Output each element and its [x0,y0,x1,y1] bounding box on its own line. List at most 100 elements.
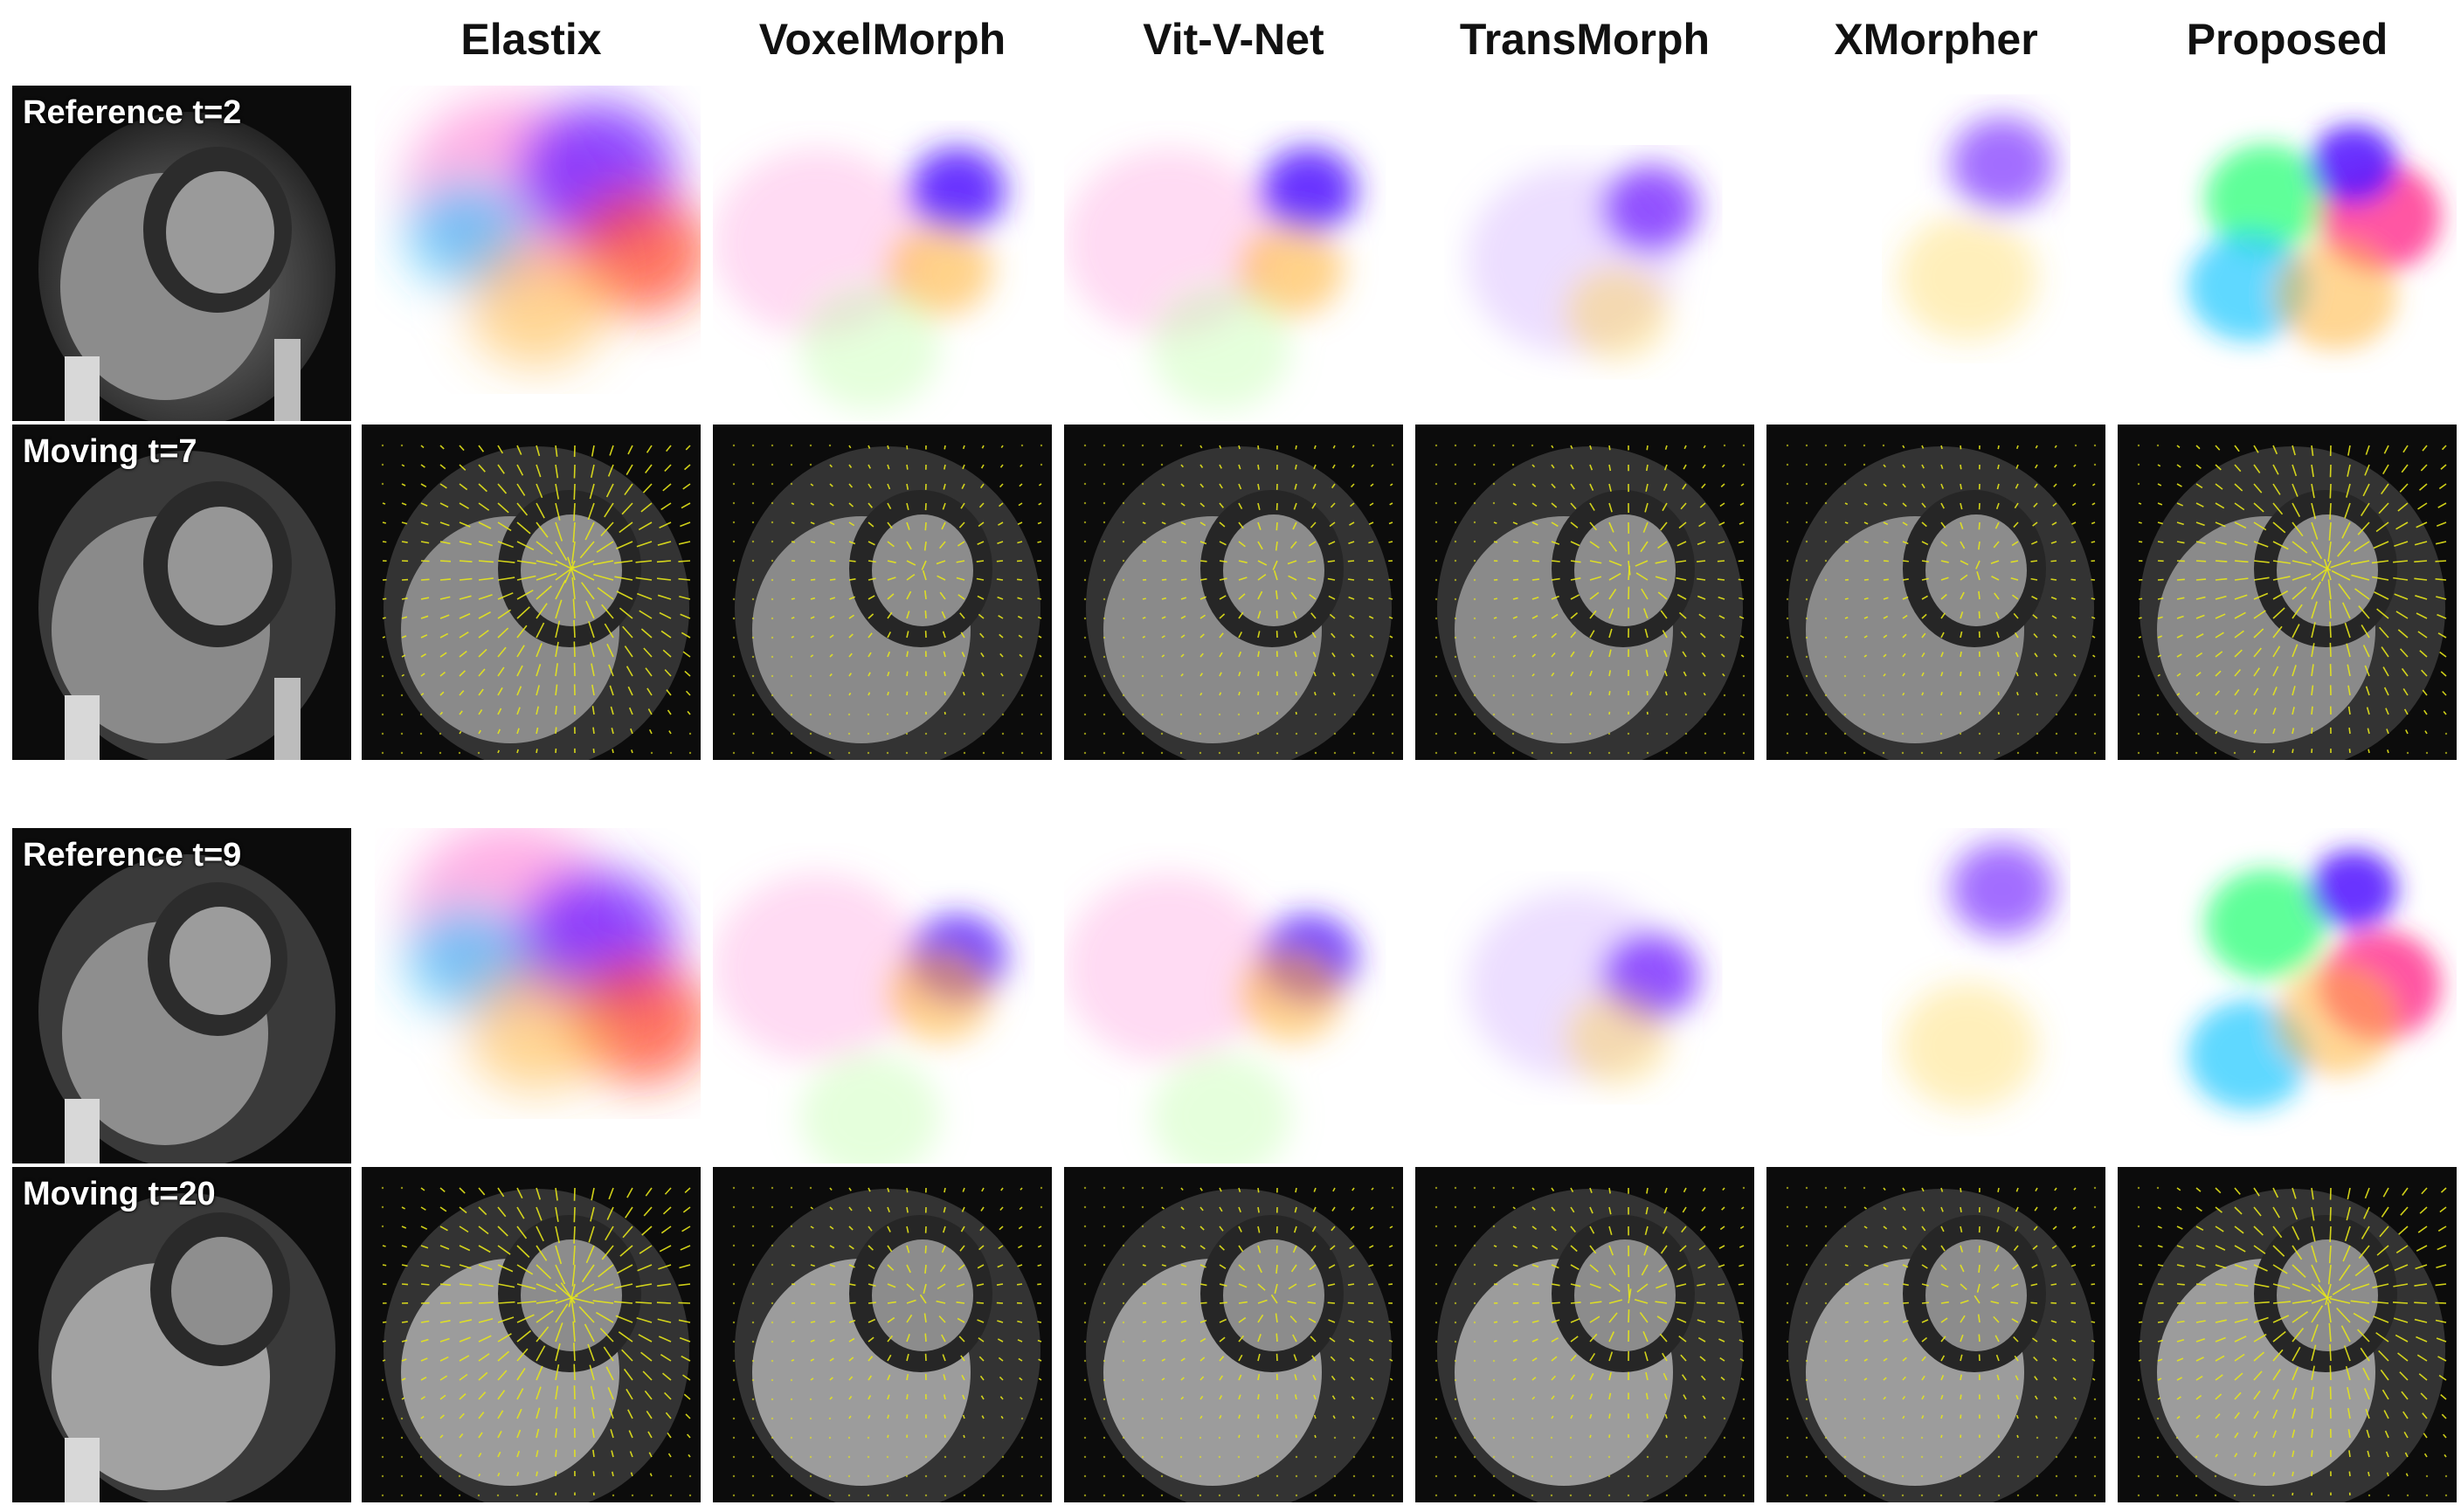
vector-dot [1786,1340,1789,1343]
vector-dot [1684,751,1688,755]
vector-arrow [1288,575,1297,581]
vector-arrow [657,594,672,600]
vector-arrow [2401,1391,2409,1400]
vector-arrow [998,614,1004,619]
vector-field-proposed-group-2 [2118,1167,2457,1502]
vector-arrow [2070,597,2077,600]
vector-arrow [536,664,542,677]
vector-arrow [1531,1206,1536,1211]
vector-arrow [1682,483,1687,490]
vector-dot [1454,482,1457,486]
vector-dot [751,1282,755,1286]
vector-dot [1199,713,1202,716]
vector-dot [1959,732,1962,735]
vector-dot [790,751,793,755]
vector-arrow [2292,1450,2295,1458]
vector-arrow [616,541,633,549]
vector-dot [419,751,423,755]
vector-arrow [1662,502,1668,512]
vector-arrow [1000,1415,1004,1419]
vector-arrow [660,630,672,639]
vector-arrow [2382,1187,2389,1198]
vector-arrow [2354,541,2370,552]
vector-arrow [887,1316,895,1323]
vector-arrow [1608,1331,1615,1343]
vector-arrow [592,1449,595,1458]
vector-dot [2055,1436,2058,1440]
vector-arrow [1902,445,1905,449]
vector-dot [1001,694,1005,697]
vector-arrow [1720,1377,1725,1381]
vector-dot [1805,655,1808,659]
vector-dot [2074,732,2077,735]
vector-dot [982,1455,985,1459]
vector-dot [1434,1301,1438,1305]
vector-arrow [1608,1371,1612,1381]
vector-dot [1824,463,1828,466]
vector-arrow [536,585,552,600]
vector-arrow [1180,615,1186,619]
vector-dot [1160,751,1164,755]
vector-arrow [887,464,890,470]
vector-arrow [459,1319,473,1323]
vector-arrow [829,1245,835,1249]
vector-arrow [2272,1206,2280,1219]
vector-arrow [478,594,493,600]
flow-blob [800,1053,940,1163]
vector-arrow [645,667,653,677]
vector-arrow [2329,1343,2332,1362]
vector-arrow [1037,1283,1042,1286]
vector-arrow [921,560,927,570]
vector-arrow [1960,1187,1962,1193]
vector-arrow [420,1264,430,1267]
vector-arrow [662,1206,672,1215]
vector-arrow [810,502,814,506]
vector-arrow [848,1187,852,1191]
vector-arrow [2364,464,2370,476]
vector-dot [1511,1186,1515,1190]
vector-arrow [684,1187,691,1194]
vector-arrow [1238,502,1243,510]
vector-dot [1742,1494,1746,1497]
vector-dot [924,732,928,735]
vector-arrow [2292,1366,2299,1381]
vector-arrow [478,1206,487,1216]
vector-arrow [1311,632,1317,639]
vector-dot [1997,732,2001,735]
vector-dot [1122,751,1125,755]
vector-arrow [2347,1187,2351,1200]
vector-arrow [923,541,927,551]
vector-arrow [2234,688,2240,696]
vector-arrow [478,521,492,529]
vector-arrow [497,666,505,677]
vector-arrow [2367,728,2370,735]
vector-arrow [401,673,404,677]
vector-arrow [1644,628,1649,639]
vector-arrow [2418,1373,2428,1381]
vector-arrow [1863,1377,1868,1381]
vector-arrow [1738,578,1745,581]
vector-arrow [2035,672,2038,677]
vector-arrow [2379,626,2389,639]
vector-dot [1020,1494,1024,1497]
vector-arrow [1718,541,1725,544]
vector-dot [924,1455,928,1459]
vector-arrow [610,1429,614,1439]
vector-dot [1824,1494,1828,1497]
vector-arrow [1570,594,1580,600]
vector-dot [732,1301,736,1305]
vector-arrow [1180,1338,1186,1343]
vector-arrow [1017,1264,1023,1267]
vector-arrow [2070,1264,2077,1267]
vector-dot [1391,751,1394,755]
vector-arrow [573,1364,576,1381]
vector-arrow [791,521,795,524]
vector-arrow [621,1349,633,1362]
vector-arrow [1329,613,1336,619]
vector-arrow [1720,483,1725,487]
vector-arrow [887,1206,890,1213]
vector-arrow [1311,1355,1317,1362]
vector-arrow [2195,445,2201,450]
vector-arrow [1238,1283,1248,1288]
vector-dot [1103,1205,1106,1209]
